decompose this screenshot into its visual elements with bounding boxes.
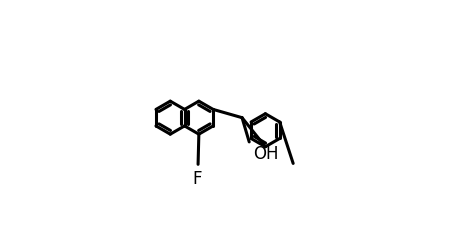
Text: OH: OH xyxy=(253,145,278,164)
Text: F: F xyxy=(193,170,202,188)
